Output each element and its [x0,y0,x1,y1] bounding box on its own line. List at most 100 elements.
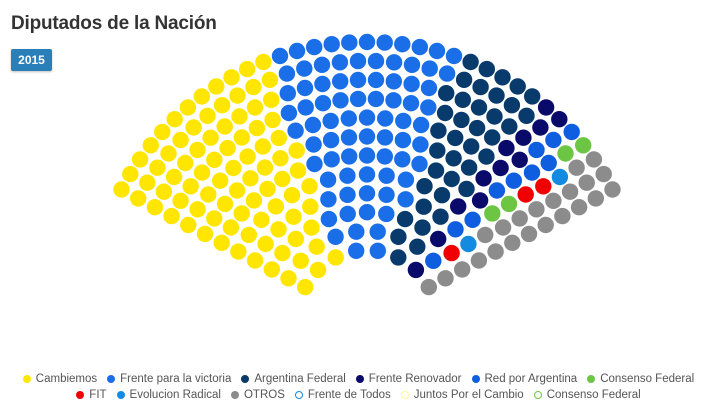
seat-argentina-federal[interactable] [463,138,480,155]
seat-red-por-argentina[interactable] [563,123,580,141]
seat-frente-renovador[interactable] [450,198,467,215]
year-tab-2015[interactable]: 2015 [11,49,52,71]
seat-cambiemos[interactable] [216,195,234,213]
legend-item-frente-para-la-victoria[interactable]: Frente para la victoria [107,373,231,385]
seat-frente-para-la-victoria[interactable] [348,242,365,259]
legend-item-juntos-por-el-cambio[interactable]: Juntos Por el Cambio [400,389,524,401]
seat-frente-para-la-victoria[interactable] [280,104,298,122]
seat-frente-para-la-victoria[interactable] [394,131,412,149]
seat-cambiemos[interactable] [254,138,271,155]
seat-frente-para-la-victoria[interactable] [358,109,376,126]
legend-item-frente-de-todos[interactable]: Frente de Todos [294,389,391,401]
seat-cambiemos[interactable] [246,99,264,116]
seat-argentina-federal[interactable] [478,60,495,78]
seat-cambiemos[interactable] [182,178,199,195]
seat-frente-para-la-victoria[interactable] [358,166,376,183]
seat-otros[interactable] [454,261,471,278]
seat-cambiemos[interactable] [154,123,171,141]
seat-argentina-federal[interactable] [472,78,489,96]
seat-cambiemos[interactable] [179,99,197,116]
seat-consenso-federal[interactable] [575,137,592,154]
seat-frente-para-la-victoria[interactable] [420,99,437,116]
seat-otros[interactable] [420,278,437,296]
seat-cambiemos[interactable] [225,159,242,177]
seat-frente-para-la-victoria[interactable] [348,223,365,240]
seat-frente-para-la-victoria[interactable] [314,75,331,93]
seat-frente-para-la-victoria[interactable] [412,136,429,153]
seat-frente-para-la-victoria[interactable] [349,90,367,108]
seat-frente-para-la-victoria[interactable] [376,34,393,51]
seat-red-por-argentina[interactable] [447,221,464,238]
seat-argentina-federal[interactable] [445,150,462,167]
seat-frente-para-la-victoria[interactable] [297,99,314,116]
seat-fit[interactable] [535,178,552,195]
seat-cambiemos[interactable] [308,238,325,255]
seat-frente-para-la-victoria[interactable] [341,148,358,165]
seat-argentina-federal[interactable] [436,104,454,122]
seat-cambiemos[interactable] [208,78,225,95]
seat-frente-para-la-victoria[interactable] [385,54,403,71]
seat-red-por-argentina[interactable] [523,164,541,181]
seat-otros[interactable] [537,216,554,234]
seat-argentina-federal[interactable] [501,118,518,135]
seat-otros[interactable] [578,174,595,191]
seat-cambiemos[interactable] [239,60,256,78]
seat-frente-para-la-victoria[interactable] [313,56,331,73]
seat-frente-para-la-victoria[interactable] [367,90,385,108]
seat-otros[interactable] [520,225,538,243]
seat-argentina-federal[interactable] [432,208,449,225]
seat-cambiemos[interactable] [202,129,219,146]
seat-cambiemos[interactable] [264,111,281,129]
seat-frente-para-la-victoria[interactable] [340,129,358,146]
seat-argentina-federal[interactable] [478,148,495,165]
seat-argentina-federal[interactable] [524,88,541,105]
seat-cambiemos[interactable] [146,199,164,216]
seat-frente-para-la-victoria[interactable] [339,186,356,203]
seat-cambiemos[interactable] [255,53,272,71]
seat-frente-para-la-victoria[interactable] [445,47,463,65]
legend-item-red-por-argentina[interactable]: Red por Argentina [471,373,577,385]
seat-frente-para-la-victoria[interactable] [377,110,394,127]
seat-otros[interactable] [585,151,603,168]
seat-cambiemos[interactable] [165,168,183,186]
seat-argentina-federal[interactable] [468,119,486,137]
seat-frente-para-la-victoria[interactable] [322,131,340,149]
seat-argentina-federal[interactable] [470,99,488,116]
seat-otros[interactable] [487,243,504,260]
seat-cambiemos[interactable] [223,69,240,86]
seat-cambiemos[interactable] [327,249,344,266]
legend-item-consenso-federal[interactable]: Consenso Federal [587,373,694,385]
seat-frente-para-la-victoria[interactable] [278,65,296,82]
seat-frente-para-la-victoria[interactable] [320,191,337,208]
seat-argentina-federal[interactable] [390,228,407,245]
seat-frente-para-la-victoria[interactable] [428,42,446,60]
seat-frente-para-la-victoria[interactable] [369,242,386,259]
seat-otros[interactable] [561,183,579,200]
seat-cambiemos[interactable] [289,162,307,179]
seat-cambiemos[interactable] [274,244,291,262]
seat-frente-renovador[interactable] [471,192,489,209]
seat-cambiemos[interactable] [216,118,233,135]
seat-cambiemos[interactable] [292,252,309,269]
seat-frente-para-la-victoria[interactable] [369,223,386,240]
seat-otros[interactable] [570,199,588,216]
seat-frente-para-la-victoria[interactable] [358,147,376,164]
seat-red-por-argentina[interactable] [528,141,545,159]
seat-argentina-federal[interactable] [494,69,511,86]
seat-frente-para-la-victoria[interactable] [412,116,430,134]
seat-argentina-federal[interactable] [409,238,426,255]
seat-cambiemos[interactable] [256,159,274,176]
seat-argentina-federal[interactable] [390,249,407,266]
seat-otros[interactable] [604,181,621,198]
seat-frente-para-la-victoria[interactable] [322,112,339,130]
seat-otros[interactable] [568,159,585,176]
seat-cambiemos[interactable] [185,119,202,136]
seat-argentina-federal[interactable] [443,170,460,188]
seat-cambiemos[interactable] [131,151,149,168]
seat-cambiemos[interactable] [172,131,189,149]
seat-cambiemos[interactable] [200,186,217,203]
seat-argentina-federal[interactable] [509,78,526,95]
seat-cambiemos[interactable] [196,225,214,243]
seat-otros[interactable] [511,210,528,227]
seat-cambiemos[interactable] [253,211,270,228]
